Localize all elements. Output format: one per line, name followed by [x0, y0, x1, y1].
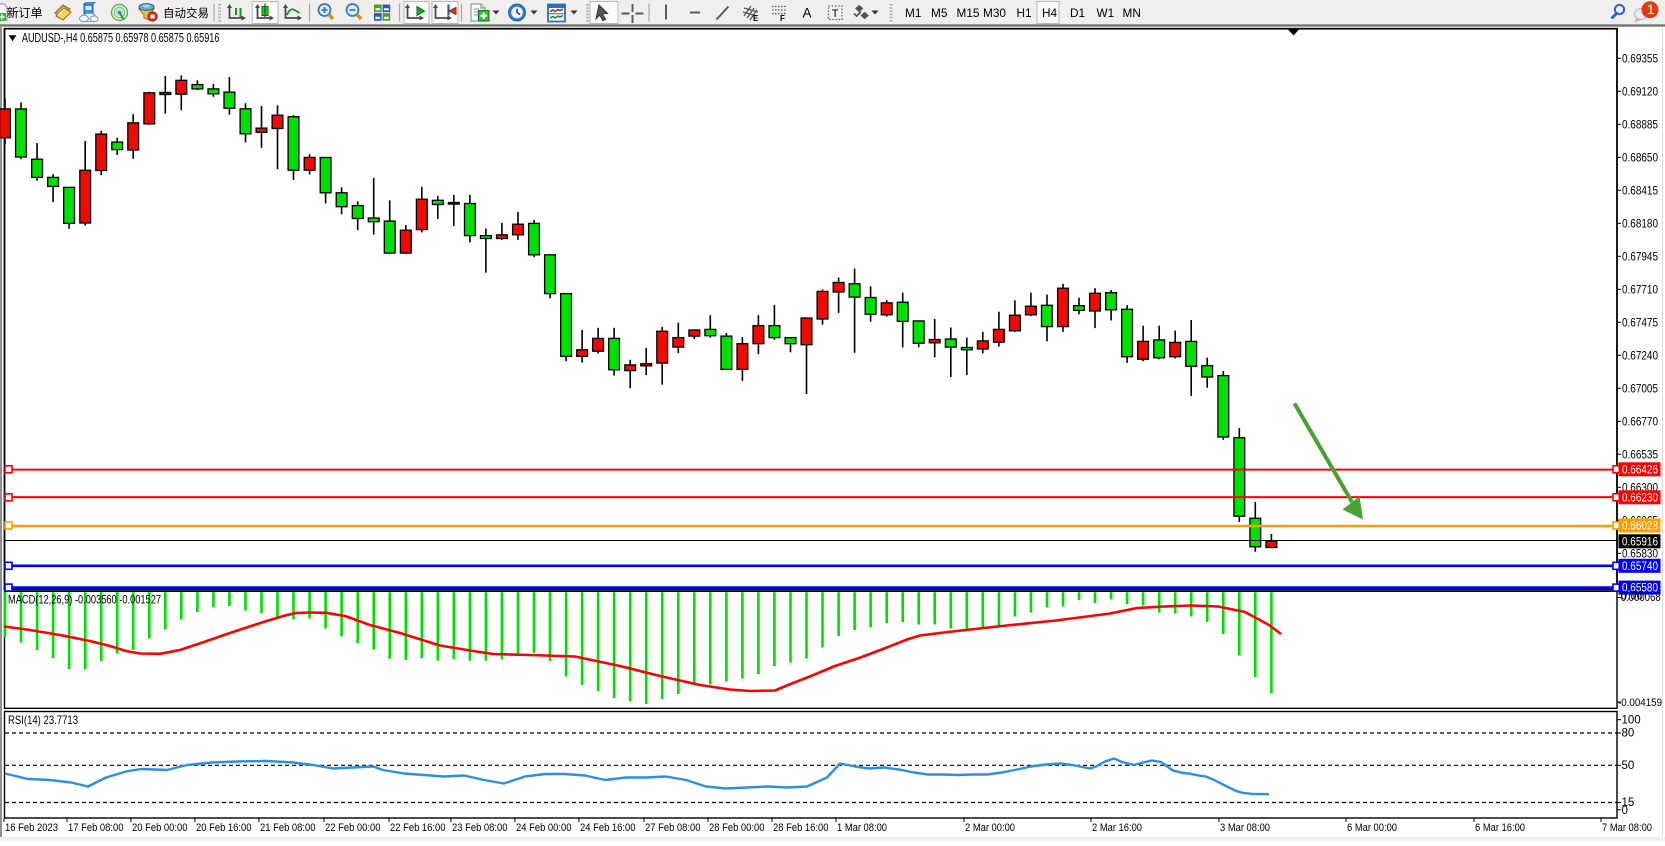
svg-text:0.67005: 0.67005 — [1622, 383, 1658, 395]
svg-text:2 Mar 16:00: 2 Mar 16:00 — [1092, 822, 1142, 834]
svg-text:0.66230: 0.66230 — [1622, 492, 1658, 504]
svg-text:0.65916: 0.65916 — [1622, 536, 1658, 548]
svg-text:H4: H4 — [1042, 6, 1058, 20]
svg-text:0.66426: 0.66426 — [1622, 464, 1658, 476]
svg-text:0.67945: 0.67945 — [1622, 251, 1658, 263]
svg-text:MACD(12,26,9) -0.003560 -0.001: MACD(12,26,9) -0.003560 -0.001527 — [8, 593, 161, 607]
svg-text:H1: H1 — [1017, 6, 1032, 20]
svg-text:E: E — [753, 14, 759, 23]
svg-text:AUDUSD-,H4 0.65875 0.65978 0.: AUDUSD-,H4 0.65875 0.65978 0.65875 0.659… — [22, 30, 220, 45]
svg-text:0.67710: 0.67710 — [1622, 284, 1658, 296]
svg-text:24 Feb 16:00: 24 Feb 16:00 — [580, 822, 636, 834]
svg-text:22 Feb 00:00: 22 Feb 00:00 — [325, 822, 381, 834]
svg-text:0.68650: 0.68650 — [1622, 152, 1658, 164]
svg-text:21 Feb 08:00: 21 Feb 08:00 — [260, 822, 316, 834]
svg-text:1: 1 — [1647, 2, 1655, 17]
svg-text:17 Feb 08:00: 17 Feb 08:00 — [68, 822, 124, 834]
svg-text:16 Feb 2023: 16 Feb 2023 — [5, 822, 58, 834]
svg-text:F: F — [780, 14, 785, 23]
svg-text:20 Feb 16:00: 20 Feb 16:00 — [196, 822, 252, 834]
svg-text:0.66770: 0.66770 — [1622, 416, 1658, 428]
svg-text:0.65580: 0.65580 — [1622, 583, 1658, 595]
svg-text:M1: M1 — [905, 6, 921, 20]
svg-text:-0.004159: -0.004159 — [1618, 697, 1662, 709]
svg-text:MN: MN — [1123, 6, 1141, 20]
svg-text:新订单: 新订单 — [7, 5, 43, 20]
svg-text:28 Feb 16:00: 28 Feb 16:00 — [773, 822, 829, 834]
svg-text:24 Feb 00:00: 24 Feb 00:00 — [516, 822, 572, 834]
svg-text:28 Feb 00:00: 28 Feb 00:00 — [709, 822, 765, 834]
svg-text:15: 15 — [1622, 797, 1635, 809]
svg-text:0.67240: 0.67240 — [1622, 350, 1658, 362]
svg-text:0.66535: 0.66535 — [1622, 449, 1658, 461]
svg-text:80: 80 — [1622, 728, 1635, 740]
svg-text:6 Mar 00:00: 6 Mar 00:00 — [1347, 822, 1397, 834]
svg-text:50: 50 — [1622, 760, 1635, 772]
svg-text:3 Mar 08:00: 3 Mar 08:00 — [1220, 822, 1270, 834]
svg-text:22 Feb 16:00: 22 Feb 16:00 — [390, 822, 446, 834]
svg-text:100: 100 — [1622, 715, 1641, 727]
svg-text:23 Feb 08:00: 23 Feb 08:00 — [452, 822, 508, 834]
svg-text:M15: M15 — [957, 6, 980, 20]
svg-text:0.65830: 0.65830 — [1622, 548, 1658, 560]
svg-text:0.68885: 0.68885 — [1622, 119, 1658, 131]
svg-text:2 Mar 00:00: 2 Mar 00:00 — [965, 822, 1015, 834]
svg-text:7 Mar 08:00: 7 Mar 08:00 — [1602, 822, 1652, 834]
svg-text:A: A — [803, 6, 812, 21]
svg-text:W1: W1 — [1097, 6, 1115, 20]
svg-text:D1: D1 — [1070, 6, 1085, 20]
svg-text:0.68180: 0.68180 — [1622, 218, 1658, 230]
svg-text:0.67475: 0.67475 — [1622, 317, 1658, 329]
svg-text:0.00: 0.00 — [1621, 591, 1643, 603]
svg-text:0.69120: 0.69120 — [1622, 86, 1658, 98]
svg-text:0: 0 — [1622, 805, 1628, 817]
svg-text:0.65740: 0.65740 — [1622, 561, 1658, 573]
svg-text:0.66028: 0.66028 — [1622, 521, 1658, 533]
svg-text:M5: M5 — [931, 6, 948, 20]
svg-text:0.000068: 0.000068 — [1621, 592, 1661, 604]
svg-text:20 Feb 00:00: 20 Feb 00:00 — [132, 822, 188, 834]
svg-text:RSI(14) 23.7713: RSI(14) 23.7713 — [8, 713, 78, 727]
svg-text:自动交易: 自动交易 — [163, 6, 209, 20]
svg-text:0.68415: 0.68415 — [1622, 185, 1658, 197]
svg-text:27 Feb 08:00: 27 Feb 08:00 — [645, 822, 701, 834]
svg-text:0.69355: 0.69355 — [1622, 53, 1658, 65]
svg-text:1 Mar 08:00: 1 Mar 08:00 — [837, 822, 887, 834]
svg-text:M30: M30 — [983, 6, 1006, 20]
svg-text:T: T — [832, 8, 839, 20]
svg-text:6 Mar 16:00: 6 Mar 16:00 — [1475, 822, 1525, 834]
